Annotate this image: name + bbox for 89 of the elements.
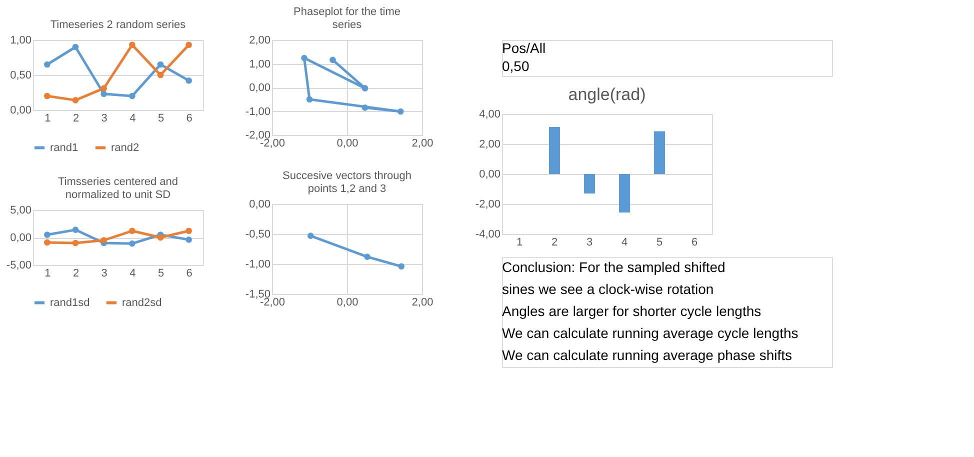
point: [186, 236, 192, 243]
point: [306, 96, 313, 103]
bar: [619, 174, 630, 213]
x-tick-label: 1: [44, 112, 51, 124]
y-tick-label: 4,00: [479, 108, 500, 120]
chart-title: Timeseries 2 random series: [50, 19, 186, 31]
text: Pos/All: [502, 40, 546, 56]
x-tick-label: 2: [72, 112, 80, 124]
text: 0,50: [502, 58, 530, 74]
x-tick-label: 2,00: [412, 296, 434, 308]
legend-label: rand2: [111, 142, 140, 154]
x-tick-label: 3: [586, 236, 593, 248]
bar: [584, 174, 595, 194]
point: [398, 263, 405, 270]
chart-title: angle(rad): [568, 85, 646, 104]
x-tick-label: 4: [130, 268, 136, 280]
y-tick-label: 0,00: [479, 168, 500, 180]
x-tick-label: 4: [130, 112, 136, 124]
point: [186, 77, 192, 84]
y-tick-label: 1,00: [249, 58, 270, 70]
x-tick-label: 1: [44, 268, 51, 280]
point: [129, 92, 136, 100]
y-tick-label: -0,50: [245, 228, 270, 240]
point: [362, 104, 368, 111]
text: We can calculate running average cycle lengths: [502, 325, 798, 341]
point: [362, 85, 368, 92]
text: Conclusion: For the sampled shifted: [502, 259, 726, 275]
x-tick-label: 2: [72, 268, 80, 280]
y-tick-label: 0,00: [249, 198, 270, 210]
point: [157, 72, 164, 78]
x-tick-label: 4: [621, 236, 628, 248]
x-tick-label: 0,00: [336, 296, 358, 308]
point: [100, 237, 107, 244]
y-tick-label: 2,00: [249, 34, 270, 46]
x-tick-label: 6: [186, 112, 192, 124]
point: [72, 97, 79, 104]
point: [44, 232, 50, 238]
y-tick-label: 5,00: [10, 204, 32, 216]
point: [397, 108, 404, 115]
y-tick-label: 1,00: [10, 34, 32, 46]
point: [72, 240, 79, 246]
point: [129, 42, 136, 48]
x-tick-label: 5: [158, 112, 164, 124]
point: [129, 240, 136, 247]
x-tick-label: 2,00: [412, 138, 434, 150]
y-tick-label: -2,00: [475, 198, 500, 210]
point: [364, 254, 370, 260]
point: [44, 92, 50, 100]
chart-title: Succesive vectors through points 1,2 and 3: [282, 170, 412, 195]
y-tick-label: 0,50: [10, 70, 32, 82]
point: [307, 232, 314, 239]
point: [44, 239, 50, 246]
text: sines we see a clock-wise rotation: [502, 281, 714, 297]
bar: [549, 127, 560, 174]
chart-title: Phaseplot for the time series: [293, 6, 401, 31]
legend-label: rand1sd: [50, 296, 90, 309]
point: [301, 54, 308, 62]
y-tick-label: -4,00: [475, 228, 500, 240]
text: Angles are larger for shorter cycle lengths: [502, 303, 762, 319]
x-tick-label: 6: [691, 236, 698, 248]
y-tick-label: -1,00: [245, 258, 270, 270]
y-tick-label: 0,00: [249, 82, 270, 94]
point: [157, 234, 164, 241]
bar: [654, 131, 665, 174]
point: [330, 56, 336, 64]
x-tick-label: 5: [656, 236, 663, 248]
x-tick-label: 5: [158, 268, 164, 280]
chart-title: Timsseries centered and normalized to unit SD: [58, 176, 178, 201]
x-tick-label: 3: [101, 112, 108, 124]
point: [72, 44, 79, 50]
x-tick-label: 6: [186, 268, 192, 280]
legend-label: rand2sd: [122, 296, 162, 309]
point: [186, 42, 192, 48]
x-tick-label: 0,00: [336, 138, 358, 150]
legend-label: rand1: [50, 142, 78, 154]
text: We can calculate running average phase shifts: [502, 347, 792, 363]
point: [44, 61, 50, 68]
x-tick-label: 2: [551, 236, 558, 248]
point: [157, 61, 164, 68]
y-tick-label: -5,00: [6, 260, 32, 272]
y-tick-label: 0,00: [10, 104, 32, 116]
point: [100, 90, 107, 98]
x-tick-label: 3: [101, 268, 108, 280]
point: [129, 228, 136, 234]
point: [72, 226, 79, 233]
x-tick-label: 1: [516, 236, 523, 248]
y-tick-label: -1,00: [245, 106, 270, 118]
point: [186, 228, 192, 234]
point: [100, 85, 107, 92]
